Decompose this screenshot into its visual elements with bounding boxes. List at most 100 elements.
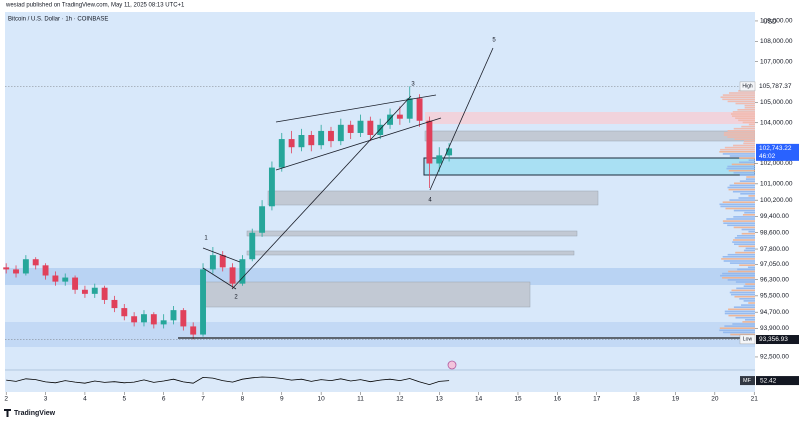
indicator-box — [756, 376, 799, 386]
wave-label: 3 — [411, 82, 415, 88]
profile-bar — [723, 132, 755, 134]
profile-bar — [728, 188, 755, 191]
candle-body — [308, 134, 315, 146]
profile-bar — [745, 319, 755, 321]
profile-bar — [739, 161, 755, 164]
profile-bar — [723, 134, 755, 136]
candle-body — [259, 206, 266, 233]
candle-body — [141, 314, 147, 323]
candle-body — [298, 134, 305, 148]
candle-body — [200, 269, 206, 335]
profile-bar — [722, 277, 755, 279]
profile-bar — [721, 258, 755, 260]
profile-bar — [727, 130, 755, 132]
profile-bar — [743, 285, 755, 287]
profile-bar — [734, 243, 755, 245]
profile-bar — [733, 209, 755, 212]
profile-bar — [728, 169, 755, 172]
y-tick-label: 95,500.00 — [760, 293, 789, 300]
event-icon[interactable] — [447, 360, 457, 370]
profile-bar — [735, 117, 755, 119]
profile-bar — [722, 98, 755, 101]
candle-body — [387, 114, 393, 125]
y-tick-label: 97,050.00 — [760, 261, 789, 268]
profile-bar — [734, 138, 755, 140]
x-tick-label: 10 — [318, 396, 326, 403]
x-tick-label: 7 — [201, 396, 205, 403]
profile-bar — [729, 155, 755, 157]
y-tick-label: 97,800.00 — [760, 246, 789, 253]
marker-box — [756, 143, 799, 161]
y-tick-label: 98,600.00 — [760, 229, 789, 236]
profile-bar — [741, 232, 755, 235]
profile-bar — [724, 312, 755, 315]
profile-bar — [743, 140, 755, 143]
x-tick-label: 5 — [122, 396, 126, 403]
candle-body — [121, 308, 128, 317]
profile-bar — [742, 214, 755, 216]
y-tick-label: 107,000.00 — [760, 58, 793, 65]
marker-countdown: 46:02 — [759, 153, 776, 160]
volume-profile — [719, 88, 755, 340]
trendlines — [178, 47, 755, 339]
currency: USD — [763, 19, 777, 26]
indicator-tag — [740, 376, 755, 386]
wave-label: 5 — [492, 38, 496, 44]
profile-bar — [739, 264, 755, 266]
candle-body — [180, 310, 187, 327]
profile-bar — [739, 174, 755, 176]
profile-bar — [743, 249, 755, 252]
marker-tag — [739, 334, 756, 345]
profile-bar — [729, 262, 755, 264]
profile-bar — [733, 226, 755, 229]
candle-body — [239, 259, 246, 284]
profile-bar — [743, 300, 755, 302]
candle-body — [328, 130, 334, 142]
profile-bar — [735, 102, 755, 105]
marker-value: 105,787.37 — [759, 83, 792, 90]
profile-bar — [737, 268, 755, 271]
candle-body — [229, 267, 236, 284]
profile-bar — [745, 283, 755, 285]
x-tick-label: 6 — [162, 396, 166, 403]
profile-bar — [720, 148, 755, 151]
indicator-line — [6, 376, 450, 386]
profile-bar — [738, 119, 755, 122]
candle-body — [62, 277, 69, 282]
profile-bar — [745, 247, 755, 250]
profile-bar — [733, 144, 755, 147]
profile-bar — [748, 302, 755, 304]
zone — [5, 268, 755, 285]
profile-bar — [727, 279, 755, 281]
profile-bar — [735, 281, 755, 283]
y-tick-label: 102,000.00 — [760, 160, 793, 167]
profile-bar — [736, 235, 755, 237]
x-tick-label: 4 — [83, 396, 87, 403]
candle-body — [406, 98, 413, 119]
profile-bar — [733, 216, 755, 218]
publisher: wesiad published on TradingView.com, May… — [5, 3, 185, 9]
profile-bar — [724, 146, 755, 149]
profile-bar — [739, 180, 755, 182]
logo — [4, 409, 11, 417]
zone — [246, 230, 578, 237]
profile-bar — [748, 159, 755, 161]
profile-bar — [740, 193, 755, 195]
profile-bar — [729, 291, 755, 294]
profile-bar — [748, 195, 755, 197]
profile-bar — [741, 125, 755, 128]
candle-body — [278, 139, 285, 168]
candle-body — [170, 310, 177, 321]
profile-bar — [748, 123, 755, 126]
candle-body — [377, 124, 384, 135]
candle-body — [446, 148, 453, 156]
profile-bar — [722, 201, 755, 203]
profile-bar — [722, 153, 755, 155]
y-tick-label: 99,400.00 — [760, 213, 789, 220]
profile-bar — [737, 109, 755, 111]
x-tick-label: 20 — [711, 396, 719, 403]
profile-bar — [720, 274, 755, 277]
profile-bar — [748, 230, 755, 233]
